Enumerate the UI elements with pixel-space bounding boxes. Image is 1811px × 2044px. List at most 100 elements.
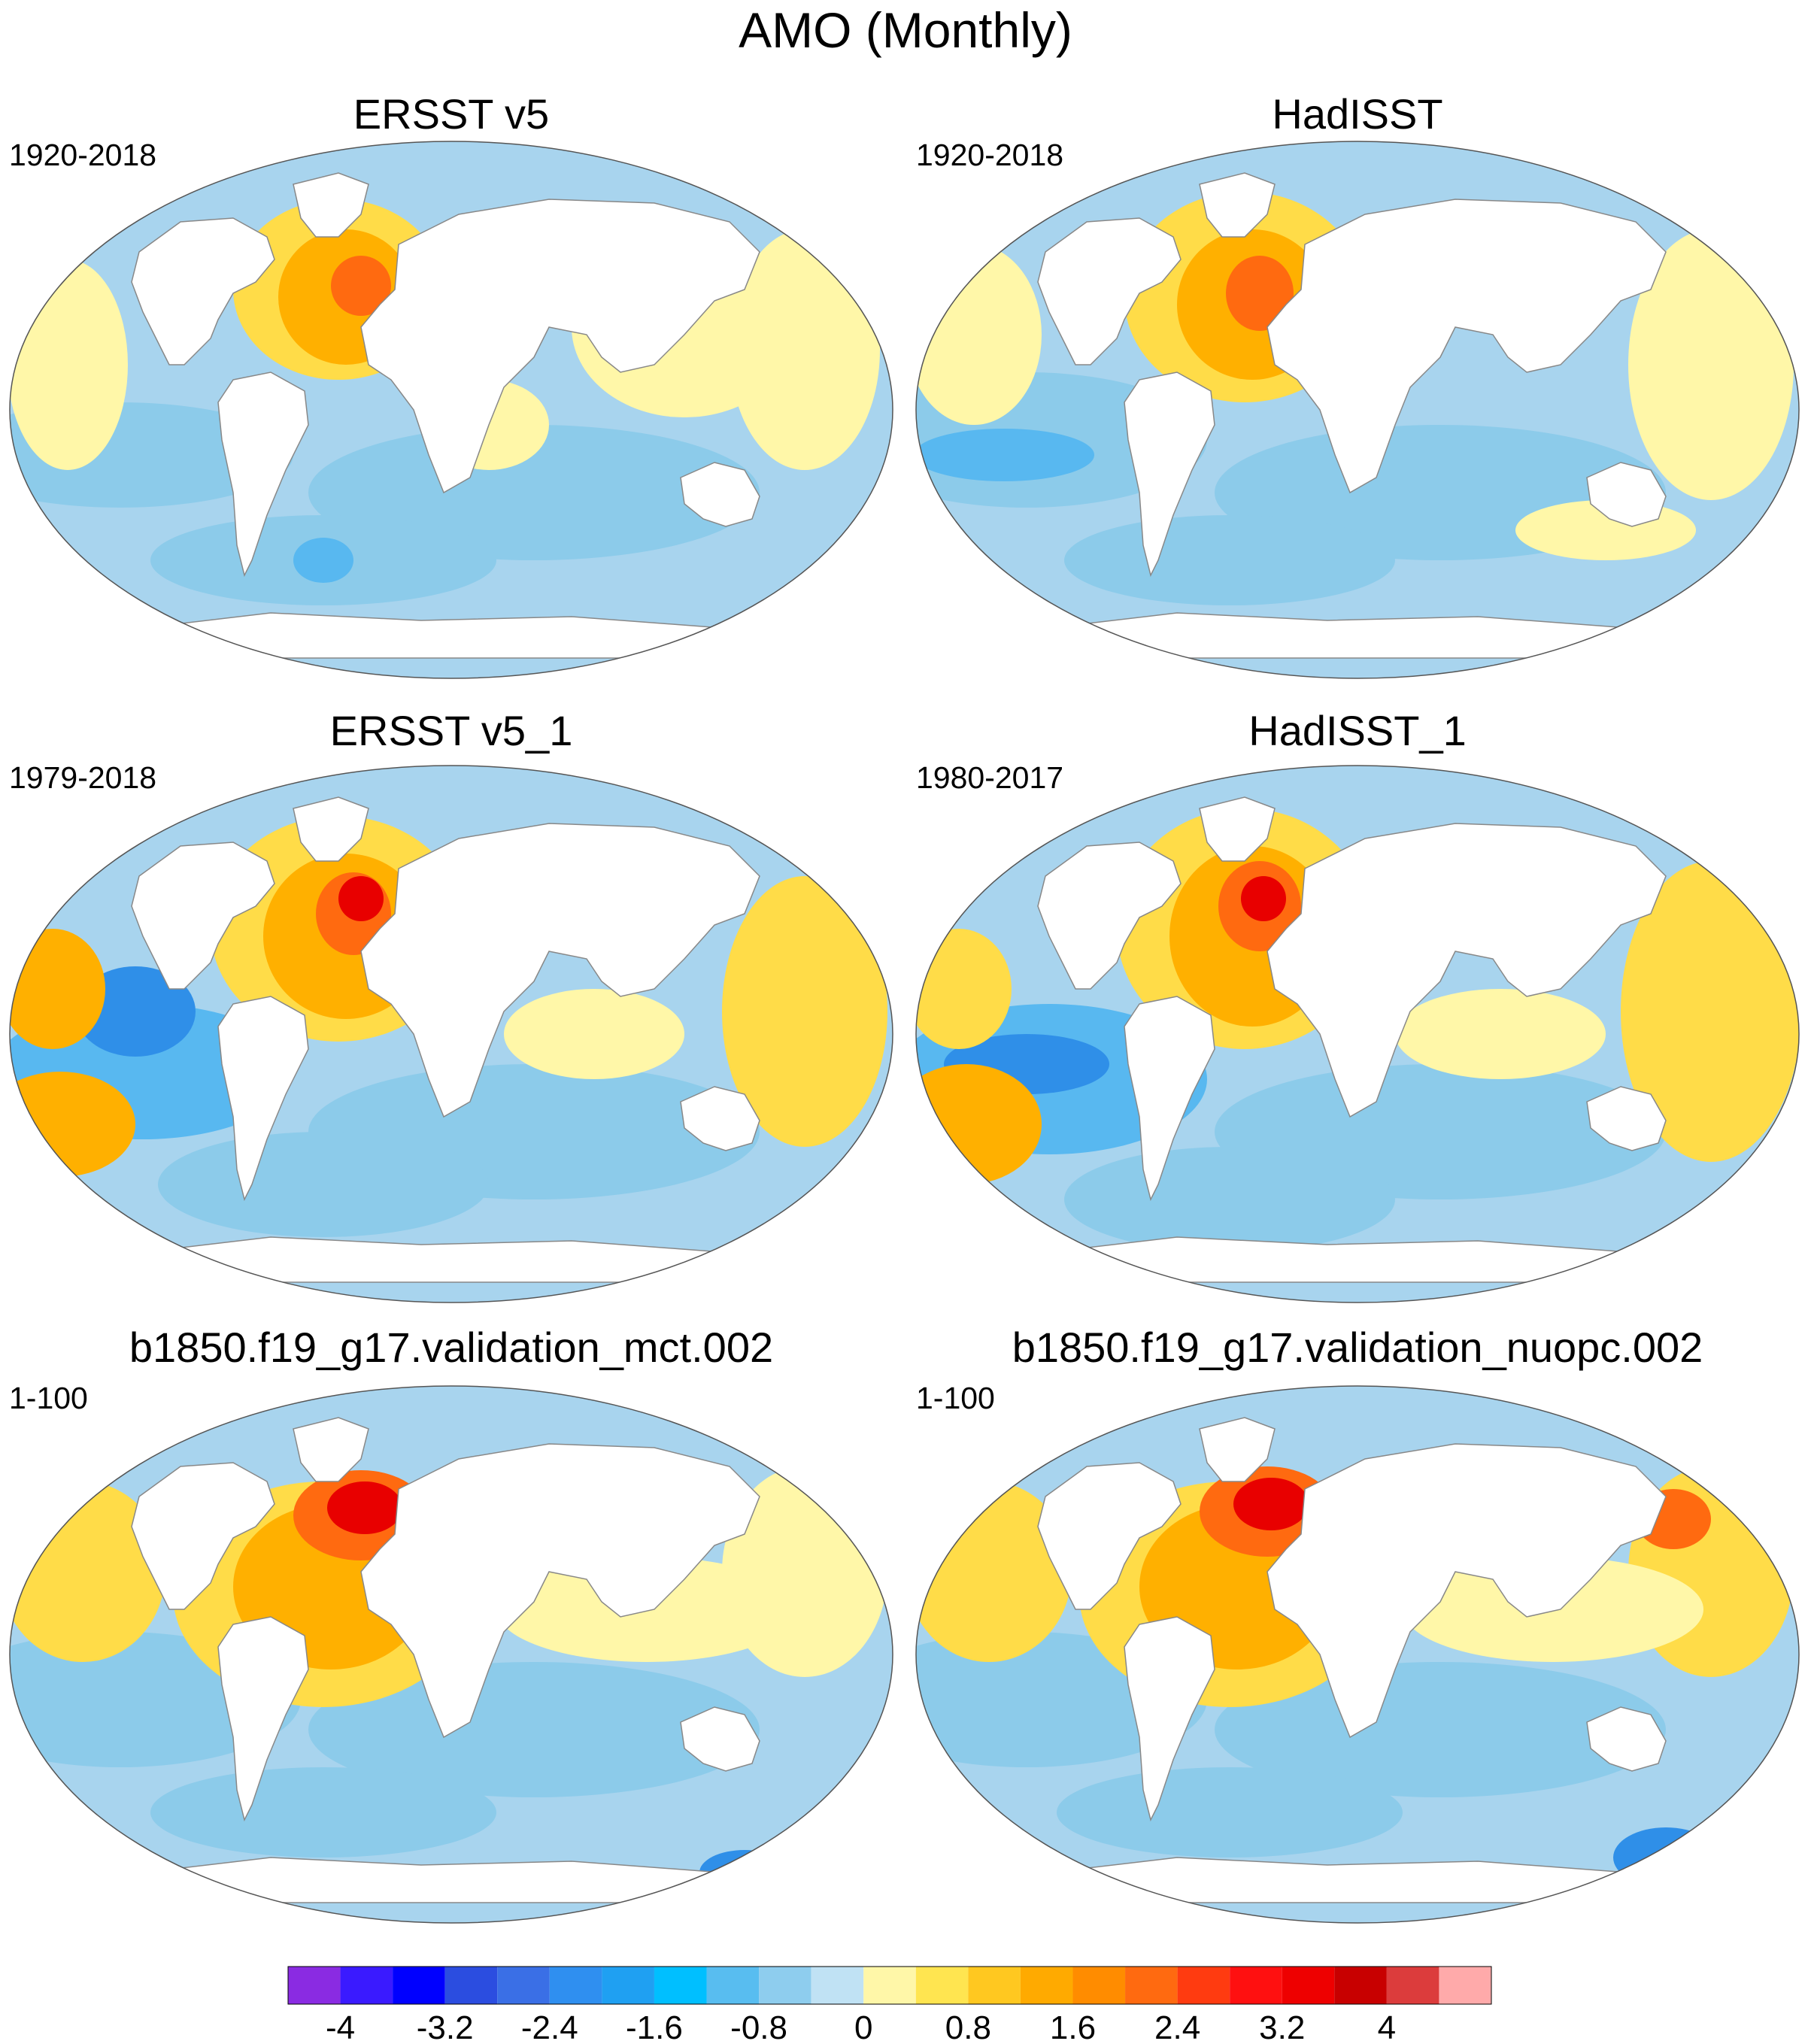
- colorbar-swatch: [915, 1967, 969, 2004]
- map-border: [9, 1385, 893, 1924]
- greenland-land: [1199, 1417, 1276, 1482]
- anomaly-region-8: [504, 989, 684, 1079]
- africa-eurasia-land: [1266, 1443, 1667, 1739]
- period-label-3: 1979-2018: [9, 760, 157, 795]
- panel-title-3: ERSST v5_1: [329, 707, 573, 754]
- colorbar-border: [287, 1966, 1492, 2005]
- anomaly-region-4: [1064, 515, 1395, 605]
- colorbar-swatch: [759, 1967, 811, 2004]
- anomaly-region-7: [722, 876, 887, 1147]
- colorbar-swatch: [1125, 1967, 1178, 2004]
- africa-eurasia-land: [1266, 199, 1667, 494]
- colorbar-tick-label: -0.8: [730, 2009, 787, 2044]
- greenland-land: [293, 1417, 369, 1482]
- south-america-land: [217, 371, 309, 578]
- period-label-5: 1-100: [9, 1381, 88, 1415]
- colorbar-swatch: [811, 1967, 864, 2004]
- north-america-land: [131, 1462, 275, 1610]
- period-label-4: 1980-2017: [916, 760, 1064, 795]
- anomaly-region-11: [293, 538, 353, 583]
- panel-title-2: HadISST: [1272, 90, 1443, 138]
- colorbar-swatch: [863, 1967, 916, 2004]
- anomaly-region-4: [158, 1132, 489, 1237]
- colorbar-tick-label: -2.4: [521, 2009, 578, 2044]
- australia-land: [680, 1706, 760, 1772]
- colorbar-swatch: [1439, 1967, 1491, 2004]
- colorbar-swatch: [340, 1967, 393, 2004]
- africa-eurasia-land: [360, 823, 760, 1118]
- colorbar-swatch: [1072, 1967, 1126, 2004]
- anomaly-region-9: [1226, 256, 1294, 331]
- colorbar: -4 -3.2 -2.4 -1.6 -0.8 0 0.8 1.6 2.4 3.2 4: [287, 1966, 1492, 2044]
- anomaly-region-7: [1621, 861, 1799, 1162]
- anomaly-region-2: [308, 1662, 760, 1797]
- anomaly-region-10: [916, 244, 1042, 425]
- map-panel-4: [915, 765, 1800, 1303]
- greenland-land: [293, 172, 369, 238]
- anomaly-region-2: [916, 429, 1094, 481]
- colorbar-tick-label: -4: [326, 2009, 355, 2044]
- map-border: [915, 1385, 1800, 1924]
- africa-eurasia-land: [360, 199, 760, 494]
- period-label-2: 1920-2018: [916, 138, 1064, 172]
- colorbar-tick-label: -1.6: [626, 2009, 683, 2044]
- colorbar-tick-label: 3.2: [1259, 2009, 1305, 2044]
- colorbar-swatch: [654, 1967, 707, 2004]
- anomaly-region-2: [1215, 1662, 1666, 1797]
- panel-title-1: ERSST v5: [353, 90, 550, 138]
- anomaly-region-4: [929, 1850, 1049, 1895]
- colorbar-tick-label: 1.6: [1050, 2009, 1096, 2044]
- colorbar-swatch: [706, 1967, 760, 2004]
- colorbar-swatch: [288, 1967, 341, 2004]
- colorbar-swatch: [1177, 1967, 1230, 2004]
- australia-land: [1586, 1706, 1667, 1772]
- colorbar-swatch: [1020, 1967, 1073, 2004]
- figure-title: AMO (Monthly): [739, 2, 1072, 58]
- anomaly-region-5: [699, 1850, 790, 1895]
- greenland-land: [293, 796, 369, 862]
- anomaly-region-4: [23, 1850, 143, 1895]
- colorbar-swatch: [549, 1967, 602, 2004]
- colorbar-swatch: [1230, 1967, 1282, 2004]
- colorbar-tick-label: 4: [1378, 2009, 1396, 2044]
- anomaly-region-8: [1395, 989, 1606, 1079]
- colorbar-swatch: [602, 1967, 654, 2004]
- anomaly-region-12: [338, 876, 384, 921]
- colorbar-swatch: [1334, 1967, 1387, 2004]
- map-border: [915, 765, 1800, 1303]
- anomaly-region-3: [1057, 1767, 1403, 1857]
- period-label-1: 1920-2018: [9, 138, 157, 172]
- map-panel-3: [9, 765, 893, 1303]
- australia-land: [680, 462, 760, 527]
- australia-land: [1586, 1086, 1667, 1151]
- anomaly-region-12: [327, 1481, 402, 1534]
- map-border: [915, 141, 1800, 679]
- australia-land: [680, 1086, 760, 1151]
- anomaly-region-10: [331, 256, 391, 316]
- map-panel-5: [9, 1385, 893, 1924]
- anomaly-region-5: [1613, 1827, 1718, 1888]
- north-america-land: [1037, 1462, 1182, 1610]
- map-border: [9, 141, 893, 679]
- map-panel-6: [915, 1385, 1800, 1924]
- anomaly-region-7: [10, 259, 128, 470]
- anomaly-region-13: [1233, 1478, 1309, 1530]
- south-america-land: [217, 996, 309, 1202]
- south-america-land: [1124, 996, 1215, 1202]
- map-panel-1: [9, 141, 893, 679]
- colorbar-swatch: [393, 1967, 445, 2004]
- anomaly-region-3: [150, 1767, 496, 1857]
- map-panel-2: [915, 141, 1800, 679]
- north-america-land: [131, 842, 275, 990]
- north-america-land: [1037, 842, 1182, 990]
- australia-land: [1586, 462, 1667, 527]
- colorbar-swatch: [1282, 1967, 1335, 2004]
- anomaly-region-12: [1241, 876, 1286, 921]
- africa-eurasia-land: [1266, 823, 1667, 1118]
- colorbar-swatch: [497, 1967, 550, 2004]
- anomaly-region-5: [916, 1064, 1042, 1184]
- colorbar-swatch: [968, 1967, 1021, 2004]
- colorbar-swatch: [444, 1967, 498, 2004]
- colorbar-tick-label: -3.2: [417, 2009, 474, 2044]
- anomaly-region-4: [1064, 1147, 1395, 1252]
